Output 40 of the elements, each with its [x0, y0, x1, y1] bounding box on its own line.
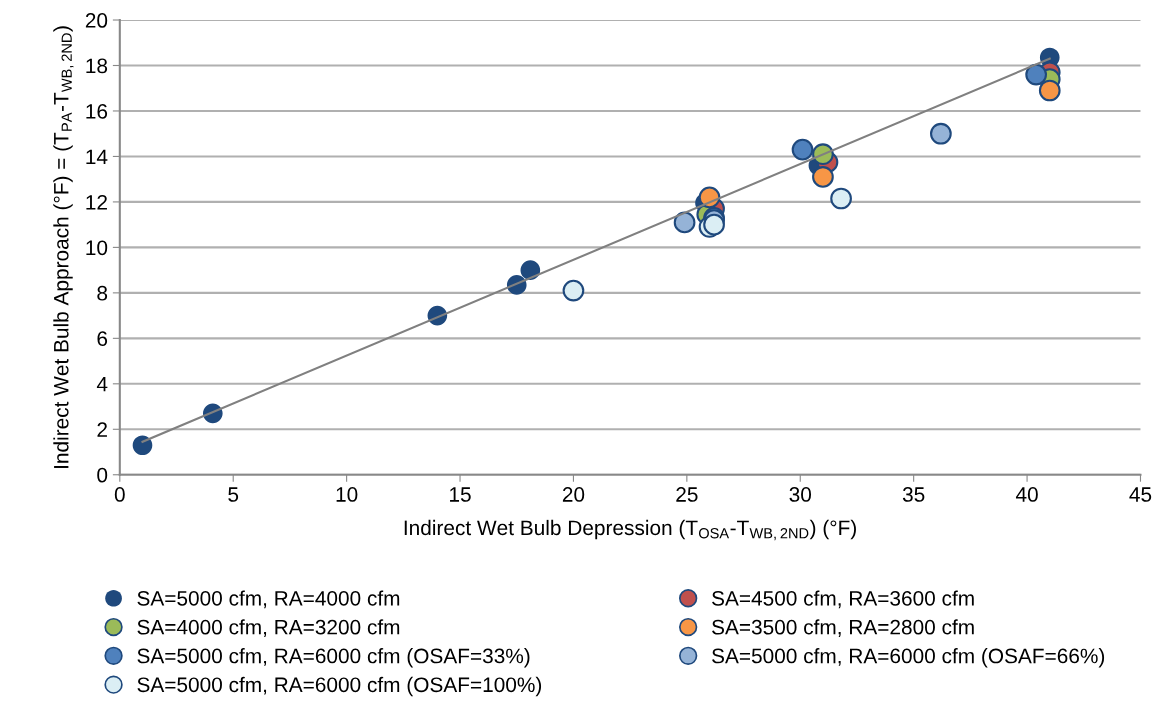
x-tick-label: 35: [902, 487, 925, 502]
legend-label: SA=5000 cfm, RA=4000 cfm: [137, 590, 400, 609]
y-tick-label: 4: [96, 377, 108, 392]
y-tick-label: 0: [97, 467, 108, 483]
legend-label: SA=5000 cfm, RA=6000 cfm (OSAF=33%): [137, 648, 530, 668]
x-tick-label: 30: [789, 487, 812, 502]
x-tick-label: 45: [1129, 487, 1152, 502]
y-axis-title: Indirect Wet Bulb Approach (°F) = (T$_{PA}$-T$_{WB,2ND}$): [53, 26, 74, 468]
y-tick-label: 6: [97, 331, 108, 347]
x-tick-label: 5: [228, 487, 239, 502]
y-tick-label: 12: [86, 194, 107, 210]
point: [1038, 79, 1061, 102]
x-tick-label: 0: [114, 487, 125, 502]
x-tick-label: 10: [336, 487, 358, 502]
point: [930, 122, 952, 145]
x-axis-title: Indirect Wet Bulb Depression (T$_{OSA}$-T$_{WB,2ND}$) (°F): [404, 519, 856, 541]
y-tick-label: 8: [97, 285, 108, 301]
y-tick-label: 14: [86, 149, 108, 164]
legend-label: SA=5000 cfm, RA=6000 cfm (OSAF=100%): [137, 676, 542, 697]
point: [791, 138, 814, 161]
y-tick-label: 16: [86, 103, 108, 119]
x-tick-label: 15: [450, 487, 471, 502]
legend-label: SA=4000 cfm, RA=3200 cfm: [137, 619, 400, 637]
point: [830, 187, 852, 210]
y-tick-label: 18: [86, 58, 108, 74]
point: [812, 166, 834, 188]
x-tick-label: 20: [562, 487, 585, 502]
y-tick-label: 20: [85, 13, 108, 28]
legend-label: SA=5000 cfm, RA=6000 cfm (OSAF=66%): [712, 648, 1105, 668]
point: [1025, 63, 1048, 86]
legend-label: SA=4500 cfm, RA=3600 cfm: [712, 590, 974, 609]
x-tick-label: 25: [676, 487, 698, 502]
point: [703, 213, 725, 236]
legend-label: SA=3500 cfm, RA=2800 cfm: [712, 619, 974, 637]
y-tick-label: 2: [97, 422, 107, 437]
point: [132, 435, 153, 456]
x-tick-label: 40: [1015, 487, 1038, 502]
y-tick-label: 10: [86, 240, 108, 256]
point: [673, 211, 696, 234]
point: [562, 279, 585, 302]
